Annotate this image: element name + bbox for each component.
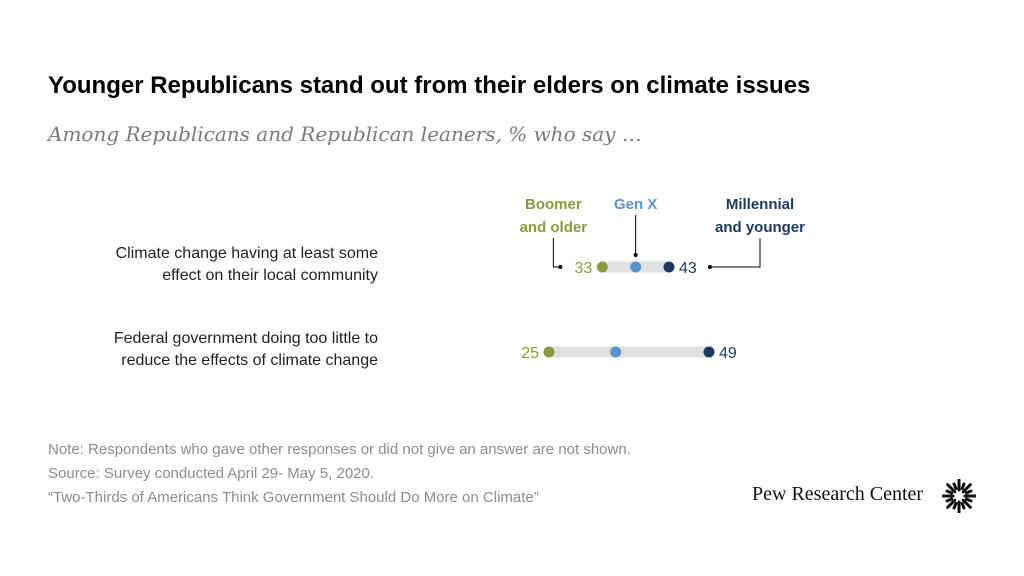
- note-text: Note: Respondents who gave other respons…: [48, 441, 631, 458]
- dot-millennial-and-younger: [703, 346, 715, 358]
- dot-boomer-and-older: [596, 261, 608, 273]
- legend-label-boomer-and-older: and older: [520, 219, 588, 236]
- data-label-boomer: 33: [575, 260, 593, 277]
- chart-subtitle: Among Republicans and Republican leaners…: [48, 122, 642, 146]
- sunburst-logo-icon: [942, 479, 976, 513]
- dot-gen-x: [630, 261, 642, 273]
- row-label-line: effect on their local community: [162, 267, 378, 284]
- leader-line-millennial: [710, 238, 761, 268]
- leader-dot-boomer: [558, 265, 563, 269]
- dot-gen-x: [610, 346, 622, 358]
- dot-boomer-and-older: [543, 346, 555, 358]
- row-label-line: Federal government doing too little to: [113, 330, 378, 347]
- source-text: Source: Survey conducted April 29- May 5…: [48, 465, 375, 482]
- row-label-local-effect: Climate change having at least some effe…: [18, 243, 378, 287]
- row-label-federal-government: Federal government doing too little to r…: [18, 328, 378, 372]
- pew-brand-name: Pew Research Center: [752, 483, 924, 505]
- leader-line-boomer: [552, 238, 561, 268]
- data-label-millennial: 49: [719, 345, 737, 362]
- legend-label-millennial-and-younger: Millennial: [726, 196, 794, 213]
- legend-label-gen-x: Gen X: [614, 196, 657, 213]
- report-title: “Two-Thirds of Americans Think Governmen…: [48, 489, 539, 506]
- legend-label-millennial-and-younger: and younger: [715, 219, 805, 236]
- chart-notes: Note: Respondents who gave other respons…: [48, 438, 631, 510]
- row-label-line: Climate change having at least some: [115, 245, 378, 262]
- leader-dot-genx: [633, 253, 638, 257]
- data-label-millennial: 43: [679, 260, 697, 277]
- data-label-boomer: 25: [521, 345, 539, 362]
- row-label-line: reduce the effects of climate change: [121, 352, 378, 369]
- legend-label-boomer-and-older: Boomer: [525, 196, 582, 213]
- leader-dot-millennial: [708, 265, 712, 269]
- chart-title: Younger Republicans stand out from their…: [48, 72, 811, 99]
- dot-millennial-and-younger: [663, 261, 675, 273]
